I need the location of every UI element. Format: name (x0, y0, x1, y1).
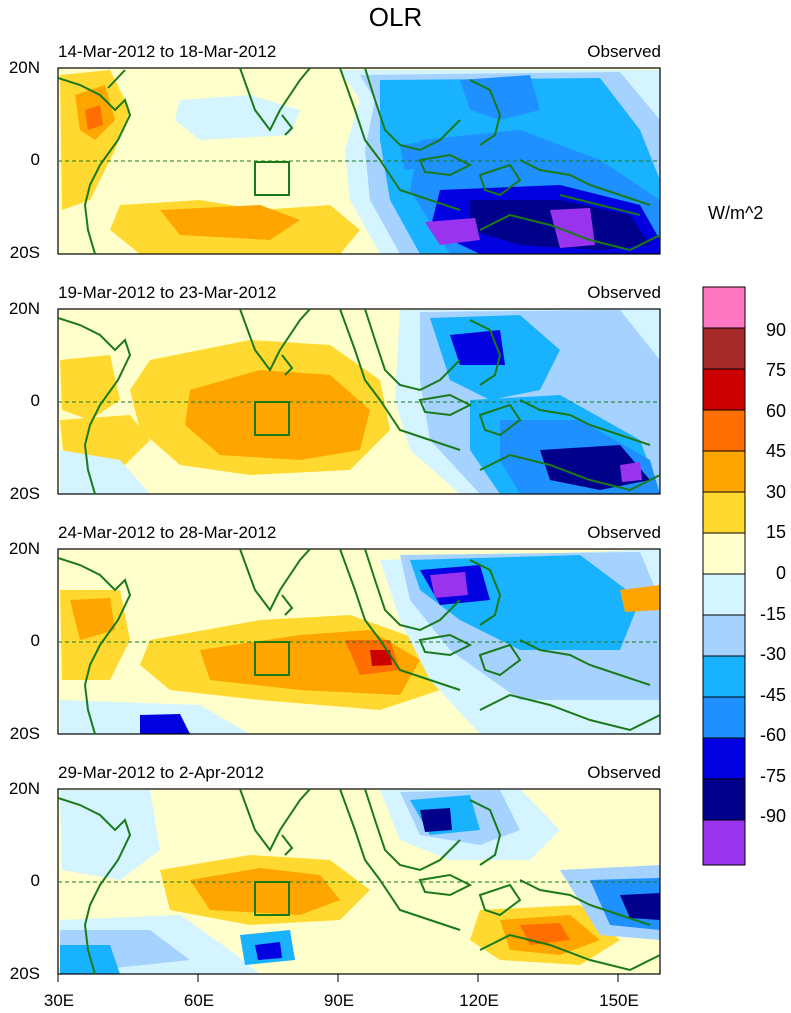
colorbar (702, 286, 746, 866)
p4-ylab-20s: 20S (9, 964, 40, 983)
cb-box-5 (702, 491, 746, 534)
p2-ylab-20n: 20N (8, 299, 40, 318)
panel-4-label: Observed (587, 763, 661, 782)
p3-ylab-20s: 20S (9, 724, 40, 743)
cb-box-4 (702, 450, 746, 493)
p1-ylab-20n: 20N (8, 58, 40, 77)
cb-label-30: 30 (765, 482, 786, 502)
p4-ylab-20n: 20N (8, 779, 40, 798)
cb-label-45: 45 (765, 441, 786, 461)
cb-label-m75: -75 (759, 766, 786, 786)
p4-ylab-0: 0 (30, 871, 40, 890)
panel-4-date: 29-Mar-2012 to 2-Apr-2012 (58, 763, 265, 782)
p1-ylab-20s: 20S (9, 243, 40, 262)
xlab-30e: 30E (43, 991, 75, 1010)
cb-box-13 (702, 819, 746, 866)
cb-label-75: 75 (765, 360, 786, 380)
xlab-90e: 90E (323, 991, 355, 1010)
cb-label-0: 0 (775, 563, 786, 583)
panel-1-label: Observed (587, 42, 661, 61)
panel-2-date: 19-Mar-2012 to 23-Mar-2012 (58, 283, 277, 302)
cb-box-11 (702, 737, 746, 780)
cb-label-15: 15 (765, 522, 786, 542)
cb-label-m45: -45 (759, 685, 786, 705)
cb-box-10 (702, 696, 746, 739)
p2-ylab-0: 0 (30, 391, 40, 410)
cb-box-7 (702, 573, 746, 616)
cb-label-90: 90 (765, 320, 786, 340)
cb-box-8 (702, 614, 746, 657)
cb-label-60: 60 (765, 401, 786, 421)
cb-box-9 (702, 655, 746, 698)
cb-box-3 (702, 409, 746, 452)
figure-title: OLR (368, 2, 423, 32)
cb-label-m90: -90 (759, 806, 786, 826)
p3-ylab-0: 0 (30, 631, 40, 650)
cb-box-1 (702, 327, 746, 370)
p1-ylab-0: 0 (30, 150, 40, 169)
p3-ylab-20n: 20N (8, 539, 40, 558)
cb-label-m15: -15 (759, 604, 786, 624)
p2-ylab-20s: 20S (9, 484, 40, 503)
colorbar-units: W/m^2 (708, 203, 764, 223)
cb-box-2 (702, 368, 746, 411)
cb-label-m30: -30 (759, 644, 786, 664)
xlab-120e: 120E (459, 991, 499, 1010)
cb-box-0 (702, 286, 746, 329)
xlab-150e: 150E (599, 991, 639, 1010)
panel-1-map (58, 68, 660, 254)
cb-box-6 (702, 532, 746, 575)
panel-2-label: Observed (587, 283, 661, 302)
cb-box-12 (702, 778, 746, 821)
panel-1-date: 14-Mar-2012 to 18-Mar-2012 (58, 42, 277, 61)
panel-3-date: 24-Mar-2012 to 28-Mar-2012 (58, 523, 277, 542)
cb-label-m60: -60 (759, 725, 786, 745)
xlab-60e: 60E (183, 991, 215, 1010)
panel-3-label: Observed (587, 523, 661, 542)
